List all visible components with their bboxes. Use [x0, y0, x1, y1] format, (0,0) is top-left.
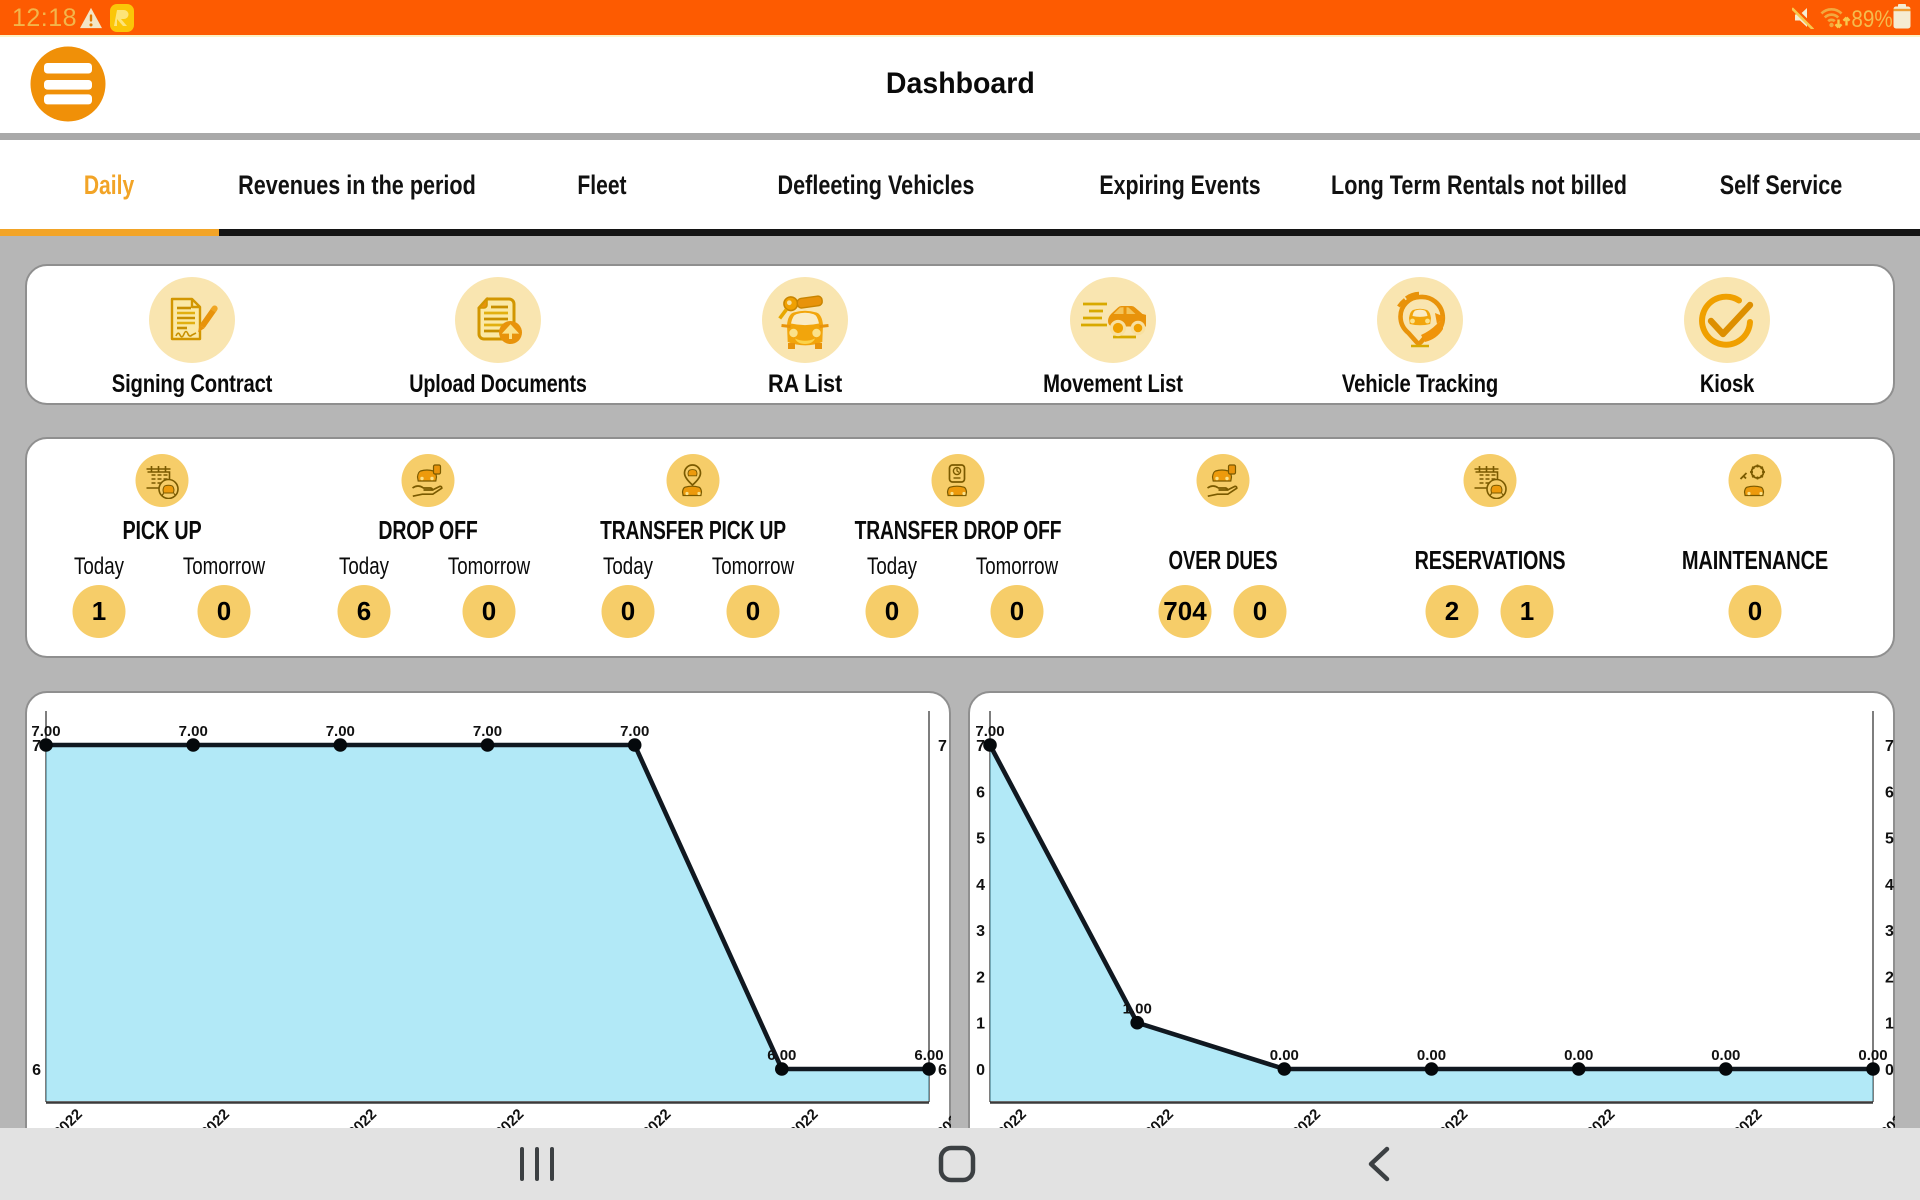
svg-text:5: 5 [976, 831, 985, 848]
svg-text:6: 6 [938, 1062, 947, 1079]
svg-text:0.00: 0.00 [1711, 1047, 1740, 1064]
svg-text:0.00: 0.00 [1858, 1047, 1887, 1064]
svg-text:7.00: 7.00 [31, 723, 60, 740]
svg-text:1: 1 [976, 1016, 985, 1033]
svg-text:1.00: 1.00 [1123, 1001, 1152, 1018]
svg-text:0.00: 0.00 [1270, 1047, 1299, 1064]
svg-text:0: 0 [976, 1062, 985, 1079]
svg-text:6.00: 6.00 [767, 1047, 796, 1064]
svg-text:6: 6 [976, 784, 985, 801]
svg-text:0.00: 0.00 [1417, 1047, 1446, 1064]
svg-text:7: 7 [32, 738, 41, 755]
svg-text:7.00: 7.00 [620, 723, 649, 740]
svg-text:7: 7 [938, 738, 947, 755]
svg-text:3: 3 [1885, 923, 1894, 940]
svg-text:5: 5 [1885, 831, 1894, 848]
svg-text:0.00: 0.00 [1564, 1047, 1593, 1064]
svg-text:4: 4 [976, 877, 985, 894]
svg-text:7: 7 [976, 738, 985, 755]
svg-text:0: 0 [1885, 1062, 1894, 1079]
svg-text:6.00: 6.00 [914, 1047, 943, 1064]
svg-text:6: 6 [1885, 784, 1894, 801]
svg-text:7.00: 7.00 [975, 723, 1004, 740]
svg-text:4: 4 [1885, 877, 1894, 894]
svg-text:6: 6 [32, 1062, 41, 1079]
svg-text:7.00: 7.00 [326, 723, 355, 740]
svg-text:7.00: 7.00 [179, 723, 208, 740]
svg-text:2: 2 [1885, 969, 1894, 986]
svg-text:7: 7 [1885, 738, 1894, 755]
svg-text:2: 2 [976, 969, 985, 986]
svg-text:1: 1 [1885, 1016, 1894, 1033]
svg-text:3: 3 [976, 923, 985, 940]
svg-text:7.00: 7.00 [473, 723, 502, 740]
